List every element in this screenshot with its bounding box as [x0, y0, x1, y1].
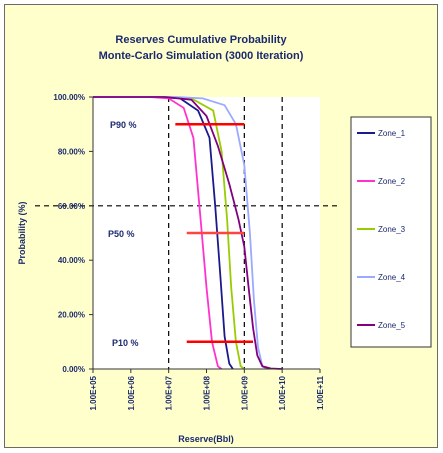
y-tick-label-4: 80.00% [58, 147, 85, 156]
legend-label-zone-3: Zone_3 [378, 225, 406, 234]
reference-label-2: P10 % [112, 338, 139, 348]
x-axis-label: Reserve(Bbl) [178, 434, 234, 444]
legend-box [350, 116, 432, 348]
x-tick-label-4: 1.00E+09 [240, 375, 249, 410]
x-tick-label-2: 1.00E+07 [165, 375, 174, 410]
x-ticks: 1.00E+05 1.00E+06 1.00E+07 1.00E+08 1.00E+09… [89, 369, 325, 410]
legend-label-zone-4: Zone_4 [378, 273, 406, 282]
y-ticks: 0.00% 20.00% 40.00% 60.00% 80.00% 100.00% [53, 93, 93, 374]
legend-label-zone-5: Zone_5 [378, 321, 406, 330]
series-line-zone-4 [93, 96, 268, 370]
legend-label-zone-2: Zone_2 [378, 177, 406, 186]
y-tick-label-0: 0.00% [62, 365, 85, 374]
x-tick-label-1: 1.00E+06 [127, 375, 136, 410]
y-axis-label: Probability (%) [17, 201, 27, 264]
y-tick-label-2: 40.00% [58, 256, 85, 265]
x-tick-label-5: 1.00E+10 [278, 375, 287, 410]
chart-title-line-1: Reserves Cumulative Probability [115, 34, 287, 46]
y-tick-label-5: 100.00% [53, 93, 85, 102]
chart-frame: Reserves Cumulative Probability Monte-Ca… [4, 4, 438, 448]
x-tick-label-3: 1.00E+08 [203, 375, 212, 410]
chart-title-line-2: Monte-Carlo Simulation (3000 Iteration) [99, 50, 304, 62]
chart: Reserves Cumulative Probability Monte-Ca… [17, 34, 432, 444]
y-tick-label-1: 20.00% [58, 311, 85, 320]
legend-label-zone-1: Zone_1 [378, 129, 406, 138]
reference-label-1: P50 % [108, 229, 135, 239]
x-tick-label-0: 1.00E+05 [89, 375, 98, 410]
y-tick-label-3: 60.00% [58, 202, 85, 211]
x-tick-label-6: 1.00E+11 [316, 375, 325, 410]
reference-lines: P90 % P50 % P10 % [108, 120, 254, 348]
reference-label-0: P90 % [110, 120, 137, 130]
legend: Zone_1 Zone_2 Zone_3 Zone_4 Zone_5 [357, 129, 406, 330]
